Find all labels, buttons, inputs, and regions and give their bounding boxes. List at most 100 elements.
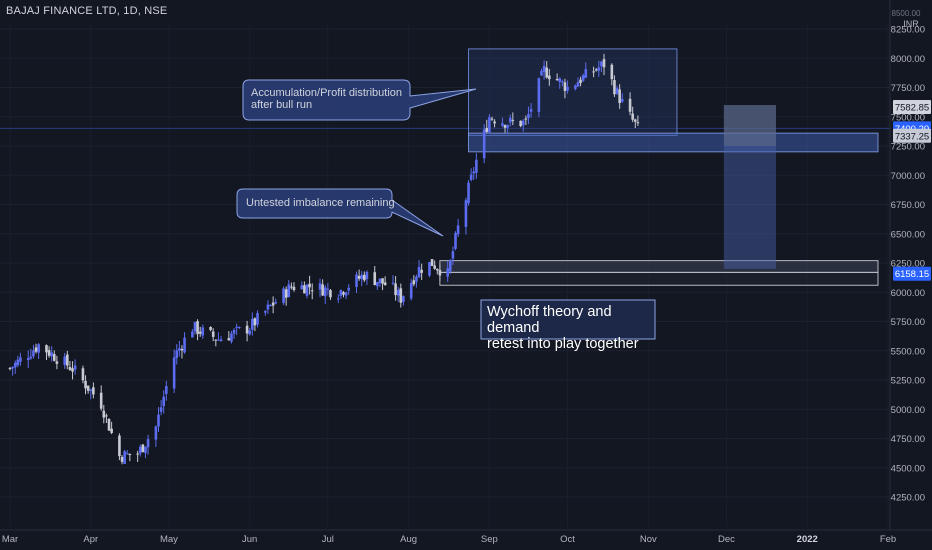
candle-up [282,288,285,304]
candle-up [219,339,223,342]
zone-layer [439,48,879,286]
candle-down [128,453,132,456]
price-tick-label: 5500.00 [891,346,925,357]
candle-up [232,329,236,334]
price-tick-label: 6250.00 [891,259,925,270]
candle-up [482,129,486,159]
candle-up [615,88,619,94]
projection-column-cap [723,105,776,146]
time-tick-label: Nov [640,534,657,545]
candle-down [105,415,108,417]
candle-up [300,285,304,290]
time-tick-label: Dec [718,534,735,545]
currency-unit: INR [903,19,919,29]
candle-down [563,82,567,91]
time-tick-label: Aug [400,534,417,545]
candle-up [63,356,67,365]
candle-up [469,174,473,180]
price-tick-label: 4250.00 [891,493,925,504]
candle-down [227,338,231,341]
candle-down [602,59,606,68]
imbalance-callout-text: Untested imbalance remaining [246,197,395,209]
candle-down [433,265,436,269]
candle-up [193,322,197,332]
candle-up [178,348,181,351]
candle-up [326,288,330,290]
price-tag-label: 6158.15 [895,269,929,280]
price-tag-label: 7582.85 [895,103,929,114]
chart-grid [0,22,890,527]
candle-up [396,290,400,296]
demand-zone-lower-a [439,260,879,273]
candle-down [86,385,90,391]
candle-up [264,310,267,313]
candle-up [501,123,504,126]
candle-up [50,352,53,357]
candle-down [180,348,184,351]
candle-down [253,318,257,326]
price-tick-label: 6750.00 [891,200,925,211]
candle-up [305,284,309,296]
candle-up [376,281,379,287]
candle-down [511,119,515,121]
candle-down [68,367,72,370]
candle-up [467,182,470,204]
candle-down [412,280,416,285]
candle-up [269,305,272,307]
candle-up [456,225,460,235]
candle-down [118,435,121,457]
candle-down [357,275,361,279]
candle-up [19,357,22,362]
price-tag-label: 7337.25 [895,131,929,142]
candle-down [209,326,212,331]
candle-down [545,67,549,78]
candle-down [196,321,199,335]
candle-down [329,290,332,298]
price-tick-label: 5000.00 [891,405,925,416]
time-axis[interactable]: Mar Apr May Jun Jul Aug Sep Oct Nov Dec 2022 Feb [0,529,932,545]
time-tick-label: Mar [2,534,18,545]
candle-up [125,453,129,455]
candle-up [464,200,468,227]
candle-down [524,118,528,120]
candle-up [451,251,455,259]
imbalance-callout [236,188,444,237]
candle-up [428,262,431,276]
candle-up [157,414,160,427]
candle-up [365,271,369,280]
candle-up [235,326,238,328]
currency-label: 8500.00 INR [892,9,922,29]
candle-up [344,292,348,296]
candle-up [454,233,457,249]
candle-up [323,287,327,297]
wychoff-note-box [480,299,656,340]
candle-down [435,268,439,271]
candle-down [110,428,113,433]
candle-up [620,98,624,102]
candle-up [402,296,405,302]
price-tick-label: 6000.00 [891,288,925,299]
accumulation-callout-text: Accumulation/Profit distribution after b… [251,87,403,111]
candle-up [336,298,340,300]
candle-down [292,286,296,291]
candle-down [613,80,616,95]
candle-down [381,278,384,284]
price-tick-label: 4500.00 [891,463,925,474]
candle-up [415,276,418,282]
price-tag-bg [893,266,931,281]
demand-zone-upper [468,132,879,153]
candle-up [146,439,150,448]
candle-up [175,350,179,359]
candle-down [519,120,522,127]
time-tick-label: 2022 [797,534,818,545]
candle-up [597,67,601,71]
candle-up [287,284,291,298]
candle-up [558,78,562,83]
candle-down [342,292,345,295]
time-tick-label: Jul [322,534,334,545]
candle-down [52,354,56,361]
candle-up [488,117,491,133]
candle-down [490,118,494,120]
price-tick-label: 8250.00 [891,25,925,36]
